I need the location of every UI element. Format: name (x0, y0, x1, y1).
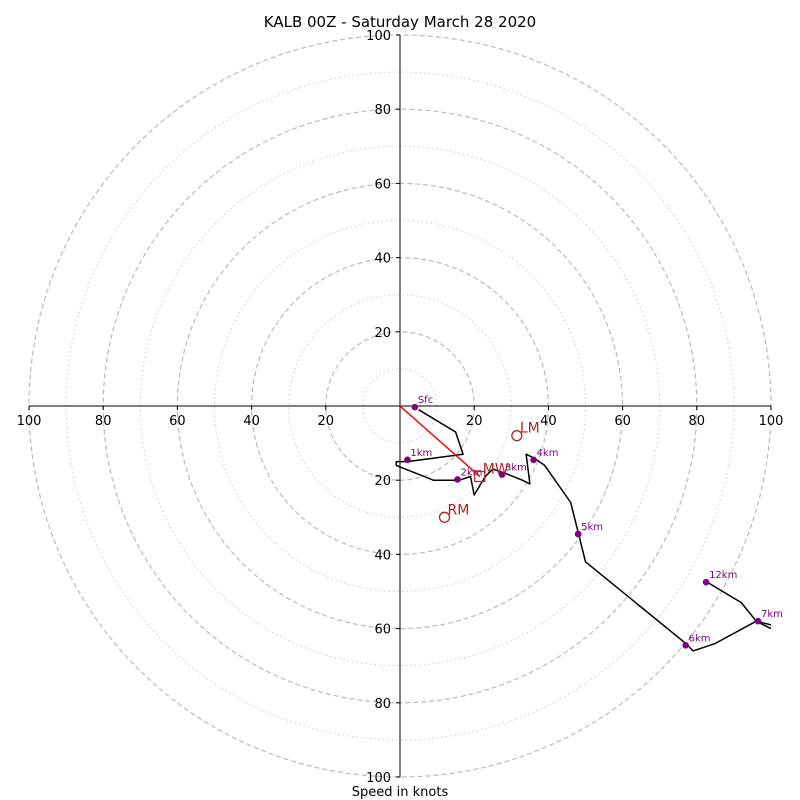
x-axis-label: Speed in knots (352, 785, 449, 800)
height-label-4km: 4km (537, 448, 559, 459)
tick-label-right-60: 60 (614, 414, 631, 429)
motion-marker-mw (474, 470, 486, 483)
tick-label-left-60: 60 (169, 414, 186, 429)
height-label-1km: 1km (410, 448, 432, 459)
height-label-2km: 2km (461, 467, 483, 478)
tick-label-right-40: 40 (540, 414, 557, 429)
height-point-6km (682, 641, 689, 649)
tick-label-top-20: 20 (374, 326, 391, 341)
tick-label-top-40: 40 (374, 252, 391, 267)
storm-motions: LM MW RM (438, 421, 540, 523)
storm-vector-line (399, 405, 481, 478)
height-point-4km (530, 456, 537, 464)
tick-label-right-20: 20 (466, 414, 483, 429)
tick-label-bottom-40: 40 (374, 548, 391, 563)
tick-label-left-80: 80 (95, 414, 112, 429)
height-point-sfc (411, 403, 419, 411)
height-point-3km (498, 471, 506, 478)
tick-label-left-20: 20 (318, 414, 335, 429)
height-points: Sfc 1km 2km 3km 4km 5km 6km 7km 12km (404, 395, 783, 649)
hodograph-upper-trace (703, 579, 771, 626)
tick-label-left-100: 100 (17, 414, 42, 429)
tick-label-bottom-80: 80 (374, 697, 391, 712)
height-label-12km: 12km (709, 570, 737, 581)
height-label-3km: 3km (505, 463, 527, 474)
height-point-2km (454, 476, 461, 483)
height-label-7km: 7km (761, 609, 783, 620)
height-point-1km (404, 456, 411, 464)
height-label-5km: 5km (581, 522, 603, 533)
tick-label-right-100: 100 (759, 414, 784, 429)
height-label-6km: 6km (689, 633, 711, 644)
height-label-sfc: Sfc (418, 395, 433, 406)
motion-label-rm: RM (448, 502, 470, 518)
motion-label-lm: LM (520, 421, 540, 437)
height-point-7km (754, 617, 762, 625)
tick-label-bottom-100: 100 (366, 771, 391, 786)
tick-labels: 20 40 60 80 100 20 40 60 80 100 20 40 60 80 100 20 40 60 8… (17, 29, 784, 786)
motion-marker-rm (438, 511, 451, 523)
motion-marker-lm (511, 430, 523, 442)
height-point-12km (702, 578, 710, 586)
tick-label-right-80: 80 (689, 414, 706, 429)
tick-label-bottom-60: 60 (374, 623, 391, 638)
height-point-5km (574, 530, 582, 538)
chart-title: KALB 00Z - Saturday March 28 2020 (264, 13, 536, 31)
tick-label-left-40: 40 (243, 414, 260, 429)
tick-label-top-60: 60 (374, 177, 391, 192)
tick-label-top-100: 100 (366, 29, 391, 44)
motion-label-mw: MW (483, 461, 509, 477)
tick-label-top-80: 80 (374, 103, 391, 118)
tick-label-bottom-20: 20 (374, 474, 391, 489)
storm-vector (399, 405, 481, 478)
